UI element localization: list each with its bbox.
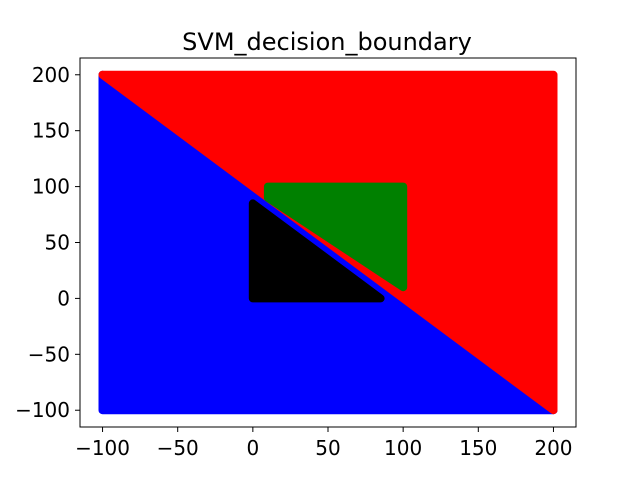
y-tick-label: 100 (32, 175, 70, 199)
plot-area (98, 70, 558, 415)
y-tick-label: 200 (32, 63, 70, 87)
x-tick-label: 200 (534, 436, 572, 460)
x-axis: −100 −50 0 50 100 150 200 (75, 427, 573, 460)
x-tick-label: −50 (157, 436, 199, 460)
y-tick-label: 150 (32, 119, 70, 143)
x-tick-label: −100 (75, 436, 130, 460)
x-tick-label: 50 (315, 436, 340, 460)
axes-frame (79, 57, 577, 428)
y-tick-label: −50 (28, 342, 70, 366)
y-axis: −100 −50 0 50 100 150 200 (15, 63, 80, 422)
y-tick-label: 50 (45, 231, 70, 255)
x-tick-label: 0 (246, 436, 259, 460)
scatter-region-2 (98, 70, 558, 415)
y-tick-label: −100 (15, 398, 70, 422)
y-tick-label: 0 (57, 286, 70, 310)
scatter-region-3 (263, 182, 408, 292)
chart-title: SVM_decision_boundary (182, 28, 472, 56)
x-tick-label: 100 (384, 436, 422, 460)
x-tick-label: 150 (459, 436, 497, 460)
axes (79, 57, 577, 428)
scatter-region-4 (248, 199, 385, 303)
